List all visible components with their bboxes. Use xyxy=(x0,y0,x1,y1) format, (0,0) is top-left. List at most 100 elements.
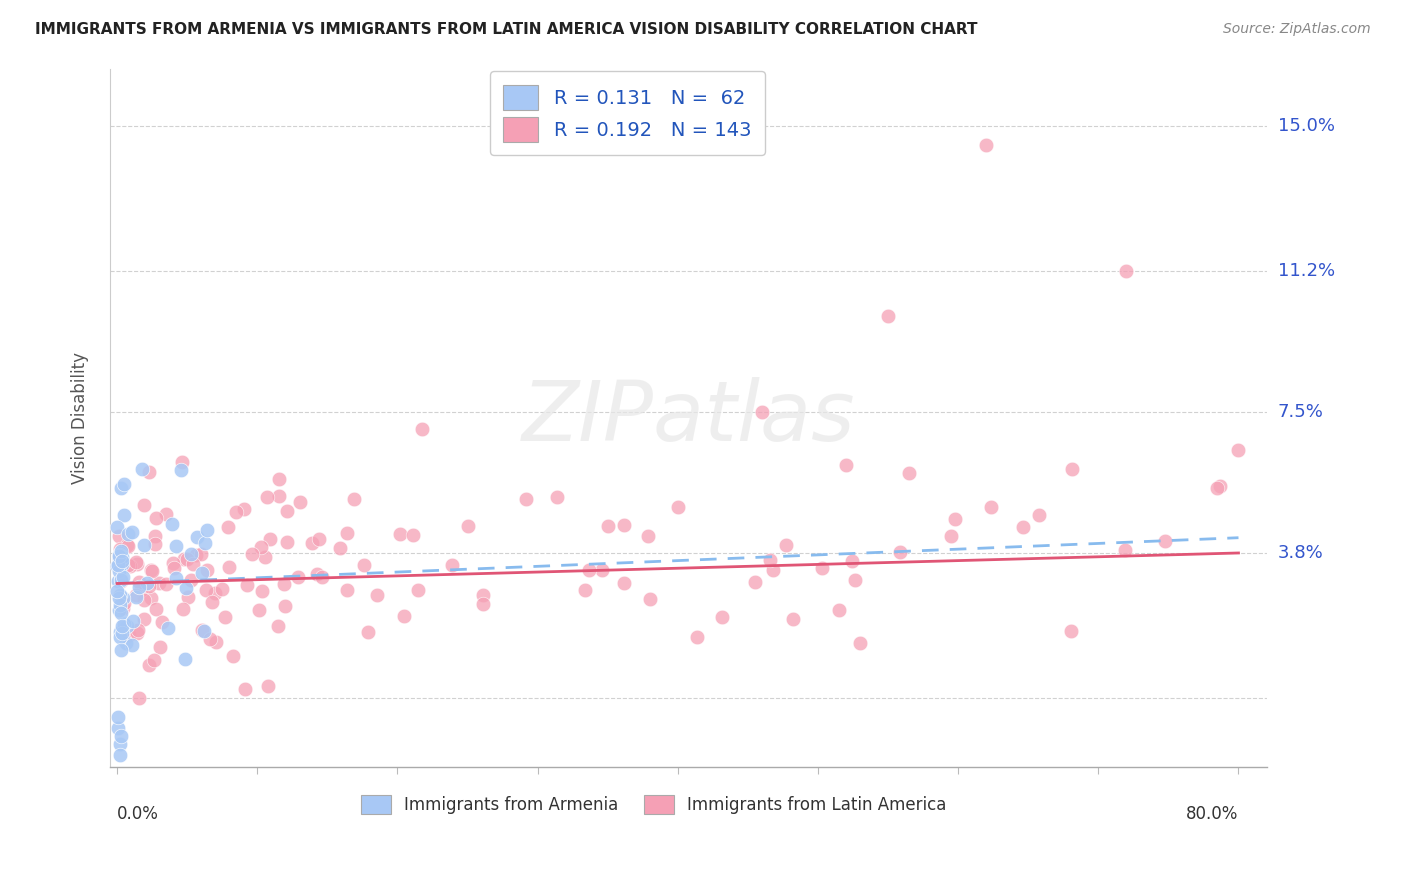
Point xyxy=(233,501,256,516)
Point xyxy=(252,584,274,599)
Point xyxy=(980,500,1002,515)
Point xyxy=(256,491,278,505)
Point xyxy=(758,552,780,566)
Point xyxy=(111,626,134,640)
Point xyxy=(105,558,128,573)
Point xyxy=(889,545,911,559)
Y-axis label: Vision Disability: Vision Disability xyxy=(72,351,89,483)
Point xyxy=(195,523,218,537)
Point xyxy=(849,636,872,650)
Point xyxy=(112,569,135,583)
Point xyxy=(457,519,479,533)
Point xyxy=(301,536,323,550)
Point xyxy=(1209,479,1232,493)
Text: Source: ZipAtlas.com: Source: ZipAtlas.com xyxy=(1223,22,1371,37)
Point xyxy=(744,574,766,589)
Point xyxy=(129,583,152,598)
Point xyxy=(165,571,187,585)
Point xyxy=(138,579,160,593)
Point xyxy=(193,624,215,639)
Text: 80.0%: 80.0% xyxy=(1187,805,1239,823)
Point xyxy=(174,581,197,595)
Point xyxy=(110,643,132,657)
Point xyxy=(181,557,204,571)
Point xyxy=(110,481,132,495)
Point xyxy=(162,517,184,532)
Point xyxy=(943,512,966,526)
Point xyxy=(974,137,997,152)
Point xyxy=(105,520,128,534)
Point xyxy=(336,525,359,540)
Point xyxy=(112,477,135,491)
Point xyxy=(121,614,143,628)
Point xyxy=(110,574,132,588)
Point xyxy=(111,549,134,564)
Point xyxy=(1060,624,1083,638)
Point xyxy=(273,577,295,591)
Point xyxy=(844,573,866,587)
Point xyxy=(111,591,134,606)
Point xyxy=(1115,263,1137,277)
Text: 11.2%: 11.2% xyxy=(1278,261,1334,280)
Point xyxy=(267,489,290,503)
Point xyxy=(198,632,221,647)
Point xyxy=(108,630,131,644)
Point xyxy=(1012,520,1035,534)
Point xyxy=(204,634,226,648)
Point xyxy=(107,722,129,736)
Point xyxy=(132,593,155,607)
Point xyxy=(108,529,131,543)
Point xyxy=(574,583,596,598)
Point xyxy=(142,653,165,667)
Point xyxy=(138,657,160,672)
Point xyxy=(222,648,245,663)
Point xyxy=(148,576,170,591)
Text: 0.0%: 0.0% xyxy=(117,805,159,823)
Point xyxy=(114,635,136,649)
Point xyxy=(257,679,280,693)
Point xyxy=(810,560,832,574)
Point xyxy=(108,589,131,603)
Point xyxy=(107,549,129,563)
Point xyxy=(250,541,273,555)
Point xyxy=(288,494,311,508)
Point xyxy=(329,541,352,556)
Point xyxy=(406,583,429,598)
Point xyxy=(710,610,733,624)
Point xyxy=(125,588,148,602)
Point xyxy=(110,544,132,558)
Point xyxy=(115,537,138,551)
Point xyxy=(110,574,132,588)
Point xyxy=(115,618,138,632)
Point xyxy=(591,563,613,577)
Point xyxy=(834,458,856,472)
Point xyxy=(150,615,173,629)
Point xyxy=(287,570,309,584)
Point xyxy=(148,640,170,654)
Point xyxy=(132,612,155,626)
Point xyxy=(1206,481,1229,495)
Point xyxy=(411,421,433,435)
Point xyxy=(782,612,804,626)
Point xyxy=(145,602,167,616)
Point xyxy=(240,547,263,561)
Point xyxy=(214,609,236,624)
Point xyxy=(841,554,863,568)
Point xyxy=(200,595,222,609)
Point xyxy=(134,498,156,512)
Point xyxy=(253,550,276,565)
Point xyxy=(176,551,198,566)
Point xyxy=(939,528,962,542)
Point xyxy=(170,463,193,477)
Point xyxy=(163,560,186,574)
Point xyxy=(141,563,163,577)
Point xyxy=(233,682,256,697)
Point xyxy=(191,566,214,580)
Point xyxy=(190,547,212,561)
Point xyxy=(898,467,921,481)
Legend: Immigrants from Armenia, Immigrants from Latin America: Immigrants from Armenia, Immigrants from… xyxy=(354,789,953,821)
Point xyxy=(110,625,132,640)
Point xyxy=(145,537,167,551)
Point xyxy=(217,520,239,534)
Point xyxy=(128,575,150,590)
